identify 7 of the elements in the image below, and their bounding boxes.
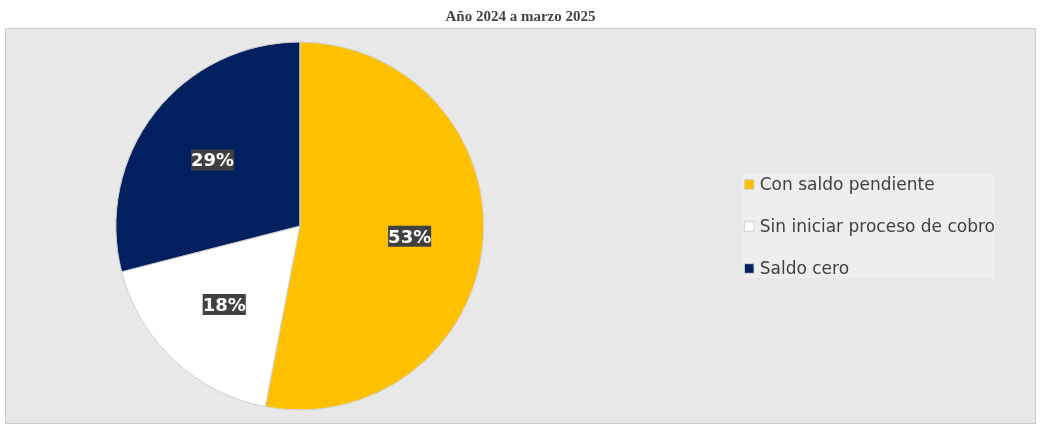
legend-label: Saldo cero [759, 257, 850, 278]
data-label: 18% [202, 294, 246, 316]
legend-label: Con saldo pendiente [759, 173, 935, 194]
chart-title: Año 2024 a marzo 2025 [445, 7, 596, 24]
data-label: 29% [191, 149, 235, 171]
legend-label: Sin iniciar proceso de cobro [759, 215, 995, 236]
data-label: 53% [388, 225, 432, 247]
